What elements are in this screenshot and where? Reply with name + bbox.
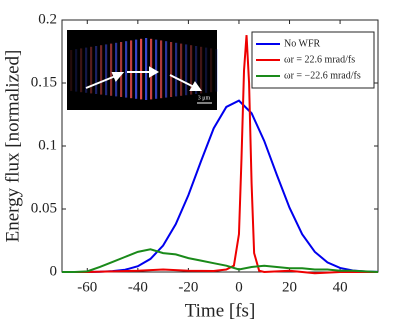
inset-scale-label: 3 μm — [198, 95, 211, 101]
y-tick-label: 0.2 — [38, 11, 57, 27]
y-tick-label: 0.1 — [38, 137, 57, 153]
x-tick-label: 40 — [333, 279, 348, 295]
series-line — [62, 248, 379, 273]
legend-label: No WFR — [284, 38, 321, 49]
x-tick-label: 20 — [282, 279, 297, 295]
legend-label: ωr = 22.6 mrad/fs — [284, 54, 355, 65]
series-line — [62, 35, 378, 275]
legend: No WFR ωr = 22.6 mrad/fs ωr = −22.6 mrad/f… — [251, 31, 375, 89]
y-tick-label: 0.05 — [31, 200, 57, 216]
y-tick-label: 0 — [50, 263, 58, 279]
x-tick-label: -40 — [128, 279, 148, 295]
y-axis-label: Energy flux [normalized] — [2, 50, 23, 243]
x-axis-label: Time [fs] — [185, 300, 256, 321]
x-tick-label: -60 — [77, 279, 97, 295]
legend-label: ωr = −22.6 mrad/fs — [284, 70, 361, 81]
y-tick-label: 0.15 — [31, 74, 57, 90]
x-tick-label: 0 — [235, 279, 243, 295]
x-tick-label: -20 — [178, 279, 198, 295]
inset-image: 3 μm — [67, 30, 218, 110]
plot-area — [62, 19, 379, 275]
